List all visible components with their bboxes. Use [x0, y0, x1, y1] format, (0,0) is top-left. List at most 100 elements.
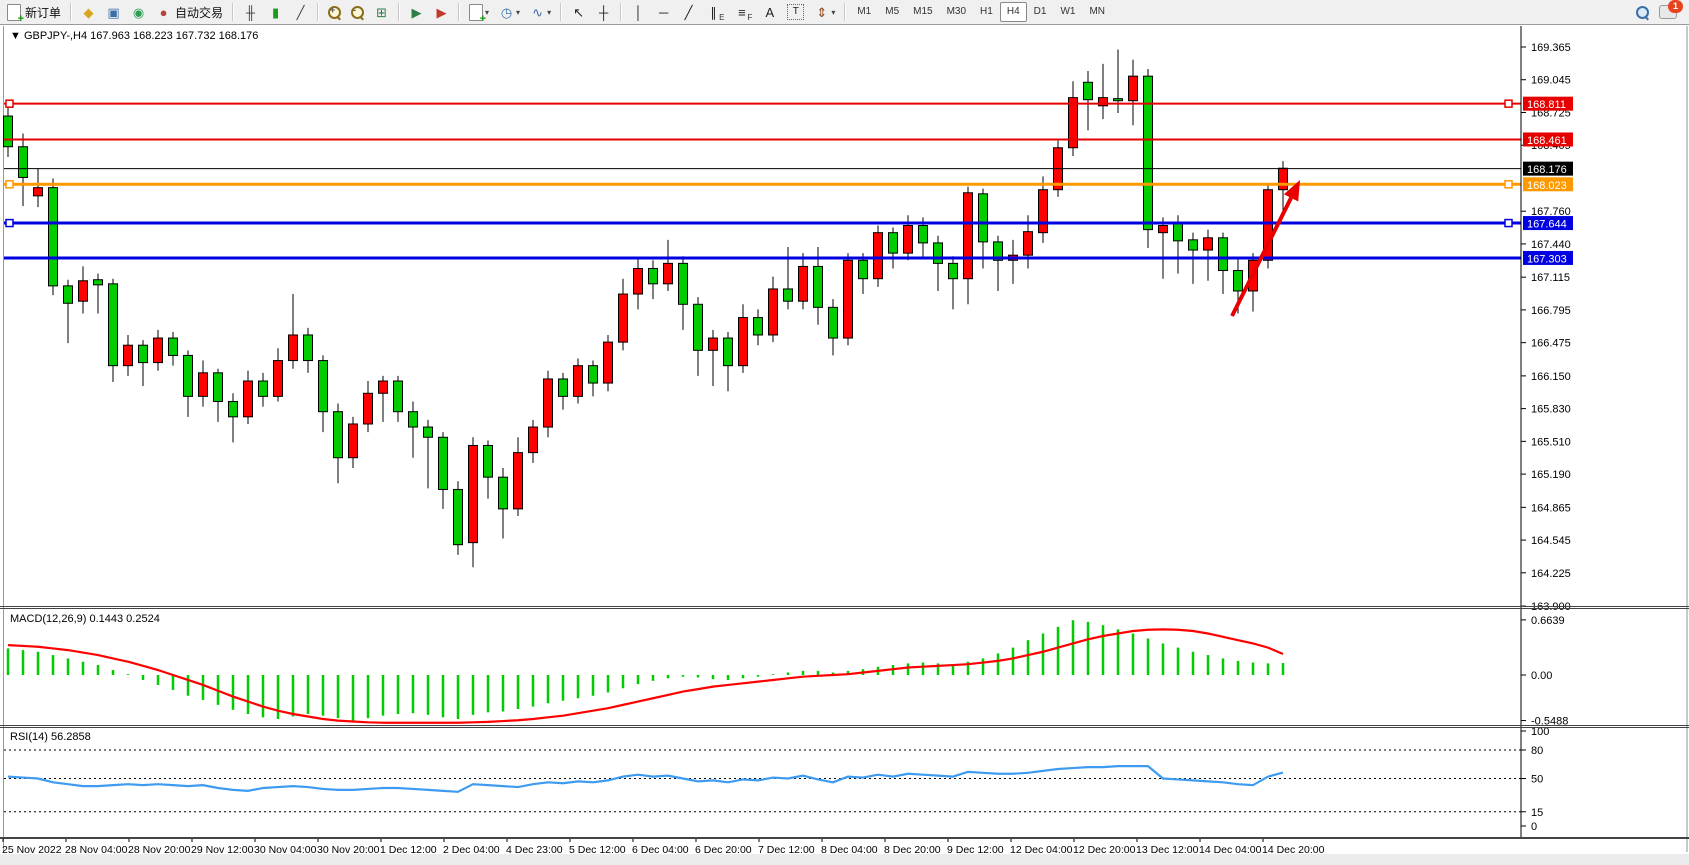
trendline-button[interactable]: ╱	[677, 1, 700, 24]
candle-body	[678, 262, 688, 305]
mql5-community-button[interactable]: ◆	[77, 1, 100, 24]
candle-body	[738, 317, 748, 367]
timeframe-button-m15[interactable]: M15	[913, 6, 933, 17]
horizontal-line-button[interactable]: ─	[652, 1, 675, 24]
toolbar: + 新订单 ◆ ▣ ◉ ● 自动交易 ╫ ▮ ╱ + - ⊞ ▶ ▶ + ▾ ◷ ▾ ∿ ▾ ↖ ┼ │ ─ ╱ ∥ E ≡ F A T ⇕ ▾ M…	[0, 0, 1689, 25]
candle-body	[1128, 75, 1138, 102]
price-axis[interactable]: 169.365169.045168.725168.405167.760167.4…	[1520, 26, 1573, 838]
line-anchor-marker[interactable]	[5, 180, 14, 189]
profile-button[interactable]: ▣	[102, 1, 125, 24]
candle-body	[933, 242, 943, 264]
channel-button[interactable]: ∥ E	[702, 1, 728, 24]
bar-chart-button[interactable]: ╫	[239, 1, 262, 24]
zoom-in-button[interactable]: +	[324, 1, 345, 24]
signals-button[interactable]: ◉	[127, 1, 150, 24]
price-tick-label: 166.795	[1531, 305, 1571, 317]
annotation-arrow-head[interactable]	[1283, 180, 1300, 202]
candle-body	[948, 262, 958, 280]
timeframe-button-m1[interactable]: M1	[857, 6, 872, 17]
line-chart-button[interactable]: ╱	[289, 1, 312, 24]
new-chart-button[interactable]: + ▾	[465, 1, 493, 24]
price-line-badge	[1523, 216, 1573, 231]
timeframe-button-mn[interactable]: MN	[1089, 6, 1105, 17]
toolbar-separator	[620, 3, 623, 21]
price-tick-label: 167.760	[1531, 206, 1571, 218]
fibonacci-icon: ≡	[738, 4, 746, 20]
arrows-tool-button[interactable]: ⇕ ▾	[810, 1, 839, 24]
candle-body	[483, 444, 493, 478]
search-button[interactable]	[1632, 1, 1653, 24]
chart-title: ▼ GBPJPY-,H4 167.963 168.223 167.732 168…	[10, 30, 258, 42]
price-tick-label: 165.190	[1531, 469, 1571, 481]
chevron-down-icon: ▾	[516, 7, 521, 17]
candle-body	[243, 380, 253, 418]
periods-button[interactable]: ◷ ▾	[495, 1, 524, 24]
candle-body	[618, 293, 628, 343]
crosshair-button[interactable]: ┼	[592, 1, 615, 24]
new-order-button[interactable]: + 新订单	[3, 1, 65, 24]
timeframe-button-w1[interactable]: W1	[1060, 6, 1076, 17]
time-tick-label: 14 Dec 20:00	[1262, 844, 1325, 856]
candle-body	[423, 426, 433, 438]
rsi-scale-label: 80	[1531, 745, 1543, 757]
indicators-button[interactable]: ∿ ▾	[526, 1, 555, 24]
candle-body	[258, 380, 268, 397]
time-tick-label: 5 Dec 12:00	[569, 844, 626, 856]
tile-windows-button[interactable]: ⊞	[370, 1, 393, 24]
auto-trading-button-label: 自动交易	[175, 5, 224, 20]
auto-scroll-button[interactable]: ▶	[405, 1, 428, 24]
price-tick-label: 167.440	[1531, 239, 1571, 251]
candlestick-chart-button[interactable]: ▮	[264, 1, 287, 24]
chart-window[interactable]: 169.365169.045168.725168.405167.760167.4…	[0, 26, 1689, 860]
time-tick-label: 14 Dec 04:00	[1199, 844, 1262, 856]
candle-body	[1113, 98, 1123, 102]
line-anchor-marker[interactable]	[1504, 180, 1513, 189]
candle-body	[3, 115, 13, 148]
annotation-arrow[interactable]	[1230, 196, 1293, 317]
price-line-badge	[1523, 161, 1573, 176]
cursor-button[interactable]: ↖	[567, 1, 590, 24]
text-label-icon: T	[787, 4, 805, 20]
candle-body	[348, 423, 358, 459]
price-tick-label: 164.225	[1531, 568, 1571, 580]
channel-icon: ∥	[710, 4, 717, 20]
fibonacci-button[interactable]: ≡ F	[730, 1, 756, 24]
timeframe-button-h1[interactable]: H1	[980, 6, 993, 17]
line-anchor-marker[interactable]	[5, 99, 14, 108]
timeframe-button-m5[interactable]: M5	[885, 6, 900, 17]
line-anchor-marker[interactable]	[1504, 99, 1513, 108]
notifications-button[interactable]: 1	[1655, 0, 1683, 24]
price-line-badge-label: 168.023	[1527, 180, 1567, 192]
candle-body	[708, 337, 718, 351]
timeframe-button-m30[interactable]: M30	[946, 6, 967, 17]
crosshair-icon: ┼	[598, 4, 609, 20]
macd-panel: MACD(12,26,9) 0.1443 0.2524 0.6639 0.00 -0.…	[6, 613, 1568, 728]
candle-body	[993, 241, 1003, 261]
price-lines[interactable]	[4, 99, 1521, 260]
candle-body	[588, 365, 598, 384]
price-tick-label: 169.045	[1531, 75, 1571, 87]
zoom-out-button[interactable]: -	[347, 1, 368, 24]
price-tick-label: 164.545	[1531, 535, 1571, 547]
time-axis[interactable]: 25 Nov 2022 28 Nov 04:00 28 Nov 20:00 29 No…	[2, 838, 1325, 856]
timeframe-button-h4[interactable]: H4	[999, 2, 1027, 22]
candle-body	[93, 279, 103, 286]
text-button[interactable]: A	[758, 1, 781, 24]
candle-body	[798, 265, 808, 302]
candle-body	[408, 411, 418, 428]
vertical-line-button[interactable]: │	[627, 1, 650, 24]
candle-body	[528, 426, 538, 454]
line-anchor-marker[interactable]	[5, 218, 14, 228]
zoom-in-icon: +	[328, 5, 342, 20]
bar-chart-icon: ╫	[245, 4, 256, 20]
line-anchor-marker[interactable]	[1504, 218, 1513, 228]
candle-body	[1038, 189, 1048, 234]
new-order-icon: +	[7, 3, 24, 24]
toolbar-separator	[70, 3, 73, 21]
candle-body	[543, 378, 553, 428]
auto-trading-button[interactable]: ● 自动交易	[152, 1, 227, 24]
text-label-button[interactable]: T	[783, 1, 808, 24]
trendline-icon: ╱	[684, 4, 693, 20]
chart-shift-button[interactable]: ▶	[430, 1, 453, 24]
timeframe-button-d1[interactable]: D1	[1033, 6, 1047, 17]
